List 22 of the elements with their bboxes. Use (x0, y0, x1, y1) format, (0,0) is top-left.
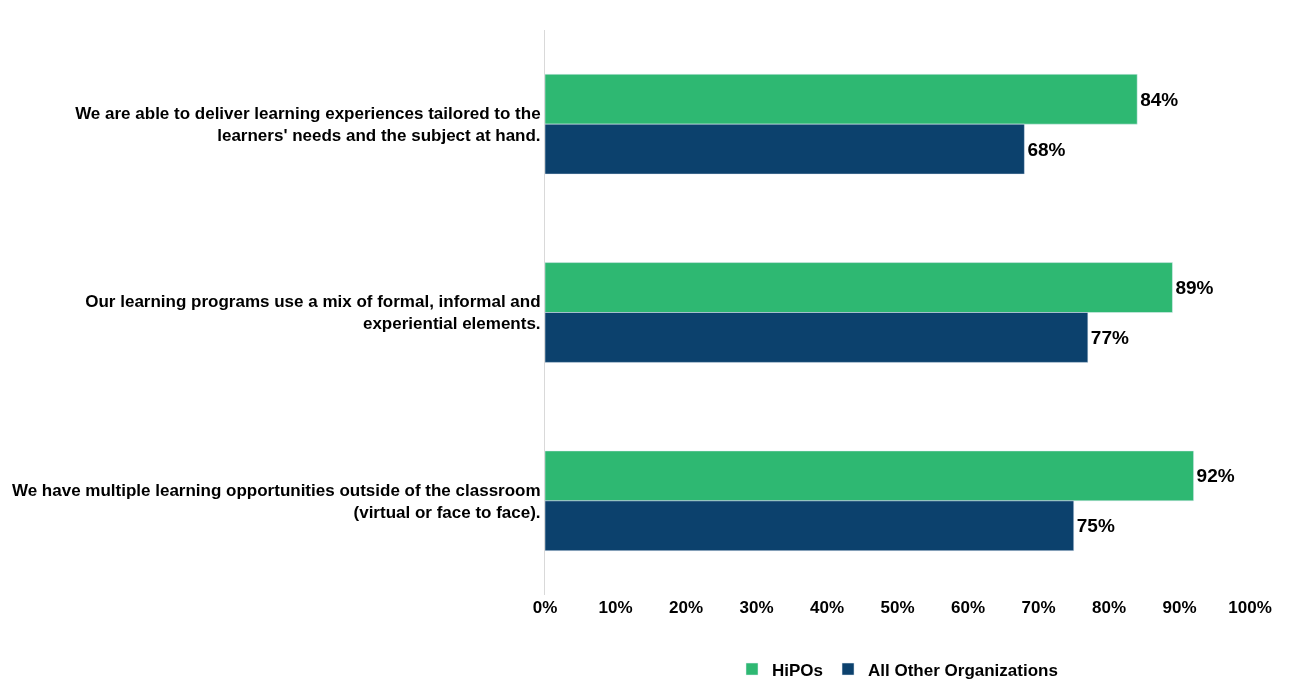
x-tick-label: 90% (1162, 598, 1197, 617)
y-tick-label: Our learning programs use a mix of formal, informal and experiential elements. (85, 292, 541, 334)
x-tick-label: 0% (532, 598, 558, 617)
data-label: 77% (1090, 326, 1129, 348)
x-tick-label: 40% (809, 598, 845, 617)
x-tick-label: 30% (739, 598, 774, 617)
y-tick-label: We have multiple learning opportunities outside of the classroom (virtual or face to face). (11, 480, 541, 522)
data-label: 75% (1076, 515, 1115, 537)
x-tick-label: 10% (598, 598, 633, 617)
legend-label: All Other Organizations (868, 660, 1058, 680)
data-label: 92% (1196, 465, 1235, 487)
data-label: 84% (1140, 88, 1179, 110)
x-tick-label: 50% (880, 598, 915, 617)
y-tick-label: We are able to deliver learning experiences tailored to the learners' needs and the subject at hand. (75, 104, 541, 146)
x-tick-label: 80% (1091, 598, 1127, 617)
x-tick-label: 20% (668, 598, 704, 617)
data-label: 68% (1027, 138, 1066, 160)
legend-label: HiPOs (772, 660, 824, 680)
x-tick-label: 60% (950, 598, 986, 617)
x-tick-label: 100% (1228, 598, 1272, 617)
x-tick-label: 70% (1021, 598, 1056, 617)
data-label: 89% (1175, 277, 1214, 299)
